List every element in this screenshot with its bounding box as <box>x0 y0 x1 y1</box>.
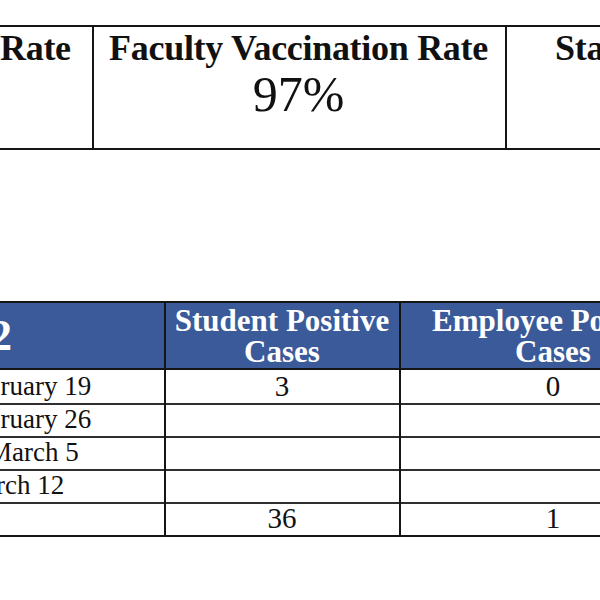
student-cases-value <box>164 436 400 469</box>
week-column-header-text: 2 <box>0 314 12 358</box>
employee-cases-value <box>399 469 600 502</box>
header-line: Cases <box>244 336 320 367</box>
employee-cases-value: 0 <box>399 370 600 403</box>
header-line: Student Positive <box>175 305 389 336</box>
student-cases-value <box>164 403 400 436</box>
faculty-rate-cell: Faculty Vaccination Rate 97% <box>92 27 505 118</box>
header-line: Cases <box>515 336 591 367</box>
staff-rate-title-fragment: Sta <box>555 28 600 68</box>
header-line: Employee Positive <box>432 305 600 336</box>
table-row: March 12 <box>0 469 600 502</box>
staff-rate-cell-fragment: Sta <box>505 27 600 69</box>
student-cases-value: 3 <box>164 370 400 403</box>
student-cases-column-header: Student Positive Cases <box>164 303 400 368</box>
student-rate-title-fragment: Rate <box>0 28 71 68</box>
grid-line <box>0 535 600 537</box>
faculty-rate-value: 97% <box>92 70 505 118</box>
student-cases-total: 36 <box>164 502 400 535</box>
week-column-header-fragment: 2 <box>0 303 164 368</box>
table-row: March 5 <box>0 436 600 469</box>
week-date: March 12 <box>0 469 64 502</box>
employee-cases-column-header: Employee Positive Cases <box>399 303 600 368</box>
week-date: February 26 <box>0 403 91 436</box>
employee-cases-value <box>399 436 600 469</box>
student-cases-value <box>164 469 400 502</box>
grid-line <box>0 148 600 150</box>
week-date: February 19 <box>0 370 91 403</box>
employee-cases-total: 1 <box>399 502 600 535</box>
week-date: March 5 <box>0 436 79 469</box>
employee-cases-value <box>399 403 600 436</box>
document-page: Rate Faculty Vaccination Rate 97% Sta 2 … <box>0 0 600 600</box>
table-row: February 19 3 0 <box>0 370 600 403</box>
table-total-row: 36 1 <box>0 502 600 535</box>
student-rate-cell-fragment: Rate <box>0 27 92 69</box>
table-row: February 26 <box>0 403 600 436</box>
faculty-rate-title: Faculty Vaccination Rate <box>92 27 505 69</box>
